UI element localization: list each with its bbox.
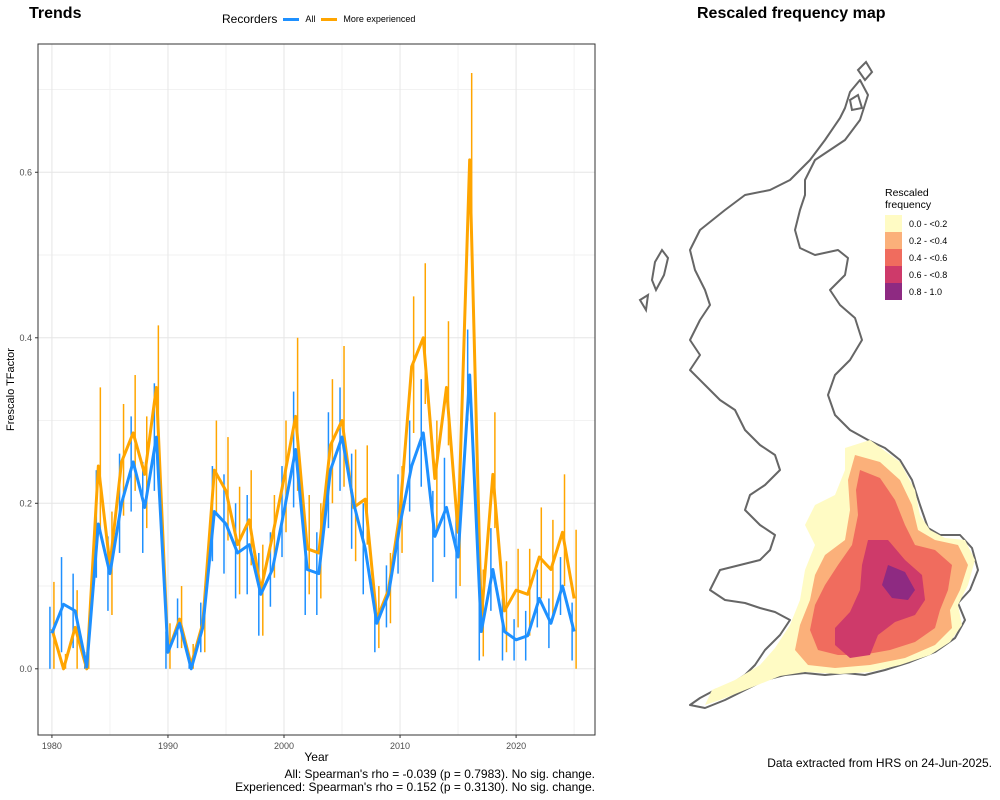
map-legend-swatch: [885, 283, 902, 300]
recorders-legend: Recorders All More experienced: [222, 12, 415, 26]
band-0.6-0.8: [835, 540, 925, 658]
x-tick-label: 1980: [42, 741, 62, 751]
map-legend-swatch: [885, 266, 902, 283]
y-tick-label: 0.4: [19, 333, 32, 343]
x-axis-label: Year: [304, 750, 328, 764]
frequency-map: [638, 60, 979, 709]
map-legend-label: 0.2 - <0.4: [909, 235, 948, 246]
map-legend-swatch: [885, 215, 902, 232]
map-legend-swatch: [885, 232, 902, 249]
map-legend-title-line1: Rescaled: [885, 187, 929, 199]
northern-isles: [848, 60, 874, 112]
band-0.8-1.0: [882, 565, 915, 600]
map-legend-item: 0.8 - 1.0: [885, 283, 947, 300]
series-lines: [50, 158, 576, 671]
map-legend-item: 0.6 - <0.8: [885, 266, 947, 283]
legend-swatch-experienced: [321, 17, 338, 21]
error-bars: [49, 72, 577, 669]
legend-label-experienced: More experienced: [343, 14, 416, 24]
y-axis-label: Frescalo TFactor: [5, 348, 17, 431]
legend-title: Recorders: [222, 12, 278, 26]
trends-chart: 0.0 0.2 0.4 0.6 1980 1990 2000 2010 2020 Year Fr…: [5, 43, 596, 764]
stats-all: All: Spearman's rho = -0.039 (p = 0.7983…: [284, 767, 595, 781]
x-tick-label: 2010: [390, 741, 410, 751]
x-tick-label: 2020: [506, 741, 526, 751]
data-extract-note: Data extracted from HRS on 24-Jun-2025.: [767, 756, 992, 770]
y-tick-label: 0.2: [19, 498, 32, 508]
map-legend-item: 0.4 - <0.6: [885, 249, 947, 266]
x-tick-label: 2000: [274, 741, 294, 751]
map-legend: Rescaled frequency 0.0 - <0.2 0.2 - <0.4…: [885, 187, 947, 300]
western-isles: [638, 248, 670, 313]
map-legend-title-line2: frequency: [885, 199, 932, 211]
map-legend-label: 0.4 - <0.6: [909, 252, 948, 263]
map-legend-label: 0.0 - <0.2: [909, 218, 948, 229]
map-legend-item: 0.2 - <0.4: [885, 232, 947, 249]
legend-swatch-all: [283, 17, 300, 21]
x-tick-label: 1990: [158, 741, 178, 751]
y-tick-label: 0.6: [19, 167, 32, 177]
map-legend-item: 0.0 - <0.2: [885, 215, 947, 232]
map-title: Rescaled frequency map: [697, 5, 886, 22]
grid: [38, 44, 595, 735]
series-line-all: [50, 373, 576, 671]
axis-ticks: 0.0 0.2 0.4 0.6 1980 1990 2000 2010 2020: [19, 167, 526, 751]
map-legend-label: 0.8 - 1.0: [909, 286, 943, 297]
stats-experienced: Experienced: Spearman's rho = 0.152 (p =…: [235, 780, 595, 794]
trend-statistics: All: Spearman's rho = -0.039 (p = 0.7983…: [150, 768, 595, 794]
plot-border: [37, 43, 596, 736]
series-line-more-experienced: [50, 158, 576, 671]
map-legend-swatch: [885, 249, 902, 266]
y-tick-label: 0.0: [19, 664, 32, 674]
trends-title: Trends: [29, 5, 82, 22]
map-legend-label: 0.6 - <0.8: [909, 269, 948, 280]
legend-label-all: All: [305, 14, 316, 24]
